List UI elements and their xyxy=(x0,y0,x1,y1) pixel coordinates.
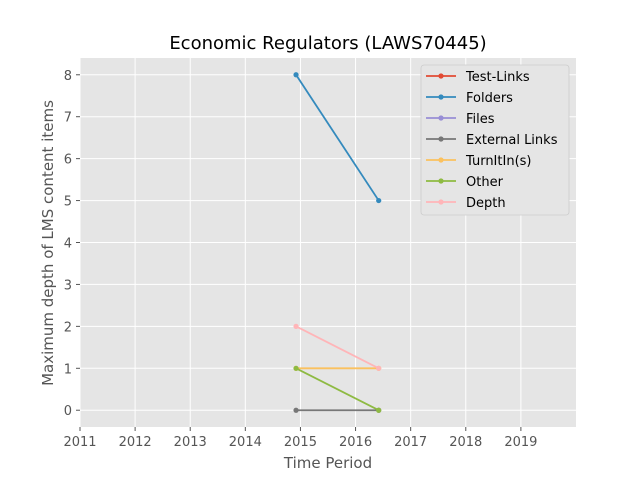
legend-label: Other xyxy=(466,175,504,190)
data-point xyxy=(376,365,382,371)
legend-label: Files xyxy=(466,112,495,127)
series-folders xyxy=(293,72,382,204)
data-point xyxy=(293,365,299,371)
y-axis-label: Maximum depth of LMS content items xyxy=(39,100,57,386)
y-tick-label: 2 xyxy=(64,320,72,335)
legend-item: Other xyxy=(426,175,504,190)
legend-marker xyxy=(438,199,444,205)
y-tick-label: 1 xyxy=(64,362,72,377)
x-tick-label: 2013 xyxy=(174,435,207,450)
legend-item: Test-Links xyxy=(426,70,530,85)
x-tick-label: 2018 xyxy=(449,435,482,450)
legend-marker xyxy=(438,94,444,100)
legend-marker xyxy=(438,178,444,184)
y-tick-label: 8 xyxy=(64,69,72,84)
series-line xyxy=(295,367,380,412)
legend-item: External Links xyxy=(426,133,558,148)
data-point xyxy=(293,407,299,413)
data-point xyxy=(376,197,382,204)
series-line xyxy=(295,325,380,370)
x-tick-label: 2016 xyxy=(339,435,372,450)
legend-marker xyxy=(438,73,444,79)
legend-label: Depth xyxy=(466,196,506,211)
y-tick-label: 5 xyxy=(64,195,72,210)
y-tick-label: 3 xyxy=(64,278,72,293)
data-point xyxy=(376,407,382,413)
legend-item: Depth xyxy=(426,196,506,211)
legend-item: Files xyxy=(426,112,495,127)
x-axis-label: Time Period xyxy=(283,454,372,472)
series-depth xyxy=(293,323,382,371)
x-axis-ticks: 2011 2012 2013 2014 2015 2016 2017 2018 2019 xyxy=(63,427,537,450)
x-tick-label: 2019 xyxy=(504,435,537,450)
legend-item: TurnItIn(s) xyxy=(426,154,531,169)
legend-label: Folders xyxy=(466,91,513,106)
x-tick-label: 2012 xyxy=(119,435,152,450)
y-axis-ticks: 0 1 2 3 4 5 6 7 8 xyxy=(64,69,80,419)
legend-label: Test-Links xyxy=(465,70,530,85)
data-point xyxy=(293,72,299,78)
legend-item: Folders xyxy=(426,91,513,106)
legend-marker xyxy=(438,157,444,163)
series-layer xyxy=(293,72,382,413)
x-tick-label: 2017 xyxy=(394,435,427,450)
x-tick-label: 2014 xyxy=(229,435,262,450)
y-tick-label: 4 xyxy=(64,237,72,252)
data-point xyxy=(293,323,299,329)
y-tick-label: 0 xyxy=(64,404,72,419)
chart-title: Economic Regulators (LAWS70445) xyxy=(169,33,486,54)
x-tick-label: 2015 xyxy=(284,435,317,450)
legend: Test-Links Folders Files External Links Turn… xyxy=(420,64,570,216)
legend-label: TurnItIn(s) xyxy=(465,154,531,169)
y-tick-label: 7 xyxy=(64,111,72,126)
x-tick-label: 2011 xyxy=(63,435,96,450)
series-other xyxy=(293,365,382,413)
legend-marker xyxy=(438,115,444,121)
legend-box xyxy=(420,64,570,216)
y-tick-label: 6 xyxy=(64,153,72,168)
legend-marker xyxy=(438,136,444,142)
legend-label: External Links xyxy=(466,133,558,148)
series-line xyxy=(295,74,380,202)
